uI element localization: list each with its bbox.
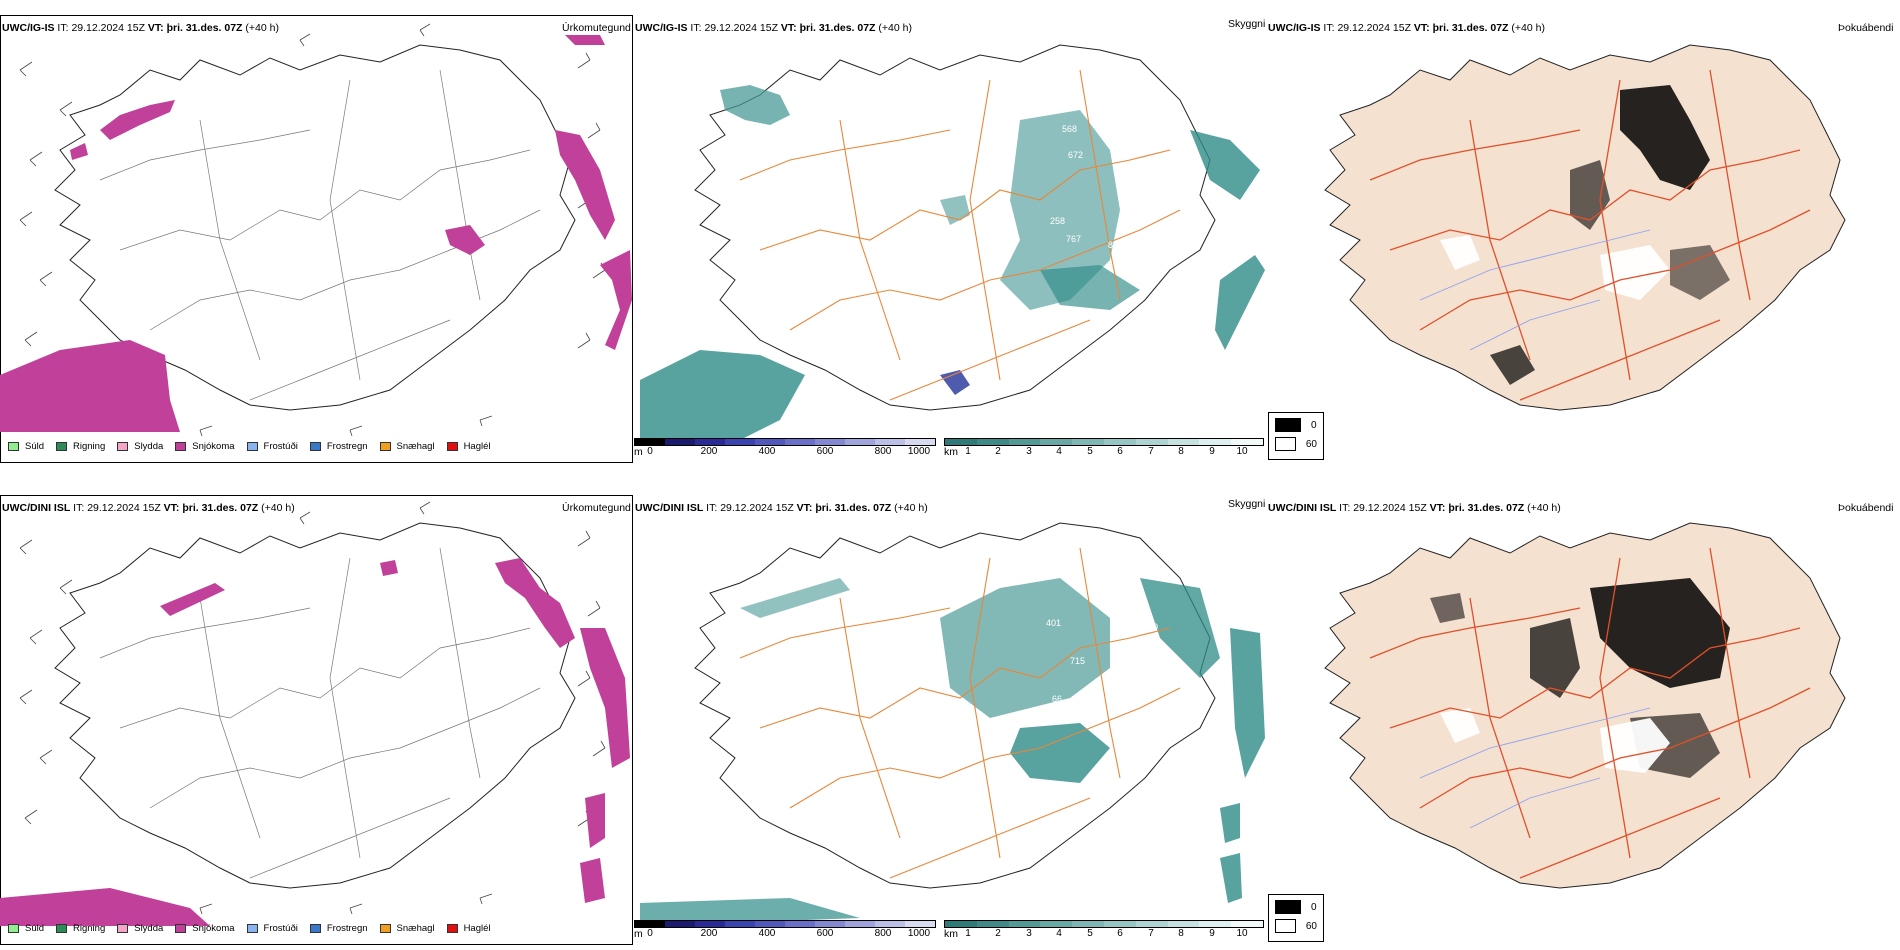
panel-header-fog-2: UWC/DINI ISL IT: 29.12.2024 15Z VT: þri.… bbox=[1268, 502, 1561, 514]
vis-label: 568 bbox=[1062, 124, 1078, 134]
panel-header-vis-1: UWC/IG-IS IT: 29.12.2024 15Z VT: þri. 31… bbox=[635, 22, 912, 34]
precip-legend-1: Súld Rigning Slydda Snjókoma Frostúði Fr… bbox=[8, 441, 503, 452]
vis-label: 748 bbox=[938, 392, 954, 402]
panel-title-precip-2: Úrkomutegund bbox=[562, 502, 631, 514]
row-1: UWC/IG-IS IT: 29.12.2024 15Z VT: þri. 31… bbox=[0, 0, 1900, 470]
vis-area-2e bbox=[1230, 628, 1265, 778]
panel-title-fog-2: Þokuábendi bbox=[1838, 502, 1894, 514]
panel-header-precip-1: UWC/IG-IS IT: 29.12.2024 15Z VT: þri. 31… bbox=[2, 22, 279, 34]
vis-label: 767 bbox=[1066, 234, 1082, 244]
precip-map-frame-1 bbox=[0, 15, 633, 463]
snow-area-2b bbox=[380, 560, 398, 576]
legend-item: Snjókoma bbox=[175, 441, 235, 452]
fog-legend-1: 0 60 bbox=[1268, 412, 1324, 460]
legend-item: Súld bbox=[8, 441, 44, 452]
snow-area-1f bbox=[0, 340, 180, 432]
snow-area-2c bbox=[495, 558, 575, 648]
vis-label: 754 bbox=[1116, 264, 1132, 274]
snow-area-2a bbox=[160, 583, 225, 616]
legend-item: Snæhagl bbox=[379, 441, 435, 452]
panel-title-vis-2: Skyggni bbox=[1228, 498, 1266, 510]
vis-area-2b bbox=[940, 578, 1110, 718]
snow-area-1b bbox=[70, 143, 88, 160]
precip-map-2 bbox=[0, 501, 1846, 926]
legend-item: Slydda bbox=[117, 441, 163, 452]
panel-title-precip-1: Úrkomutegund bbox=[562, 22, 631, 34]
maps-row-2 bbox=[0, 501, 1846, 926]
fog-legend-2: 0 60 bbox=[1268, 894, 1324, 942]
row-2: UWC/DINI ISL IT: 29.12.2024 15Z VT: þri.… bbox=[0, 478, 1900, 950]
maps-row-1 bbox=[0, 23, 1846, 445]
vis-area-1d bbox=[640, 350, 805, 445]
vis-area-2g bbox=[1220, 853, 1242, 903]
vis-label: 447 bbox=[946, 724, 962, 734]
panel-header-fog-1: UWC/IG-IS IT: 29.12.2024 15Z VT: þri. 31… bbox=[1268, 22, 1545, 34]
vis-area-2a bbox=[740, 578, 850, 618]
precip-map-1 bbox=[0, 23, 1846, 445]
snow-area-2f bbox=[580, 858, 605, 903]
legend-item: Frostregn bbox=[309, 441, 368, 452]
snow-area-1e bbox=[600, 250, 632, 350]
precip-map-frame-2 bbox=[0, 495, 633, 945]
fog-area-2f bbox=[1440, 708, 1480, 743]
fog-area-1e bbox=[1600, 245, 1670, 300]
legend-item: Rigning bbox=[56, 923, 105, 934]
vis-area-1a bbox=[720, 85, 790, 125]
snow-area-1a bbox=[100, 100, 175, 140]
legend-item: Slydda bbox=[117, 923, 163, 934]
visibility-colorbar-1: 1 2 3 4 5 6 7 8 9 10 km bbox=[944, 438, 1264, 458]
vis-label: 401 bbox=[1046, 618, 1062, 628]
vis-area-2h bbox=[640, 898, 860, 926]
vis-label: 672 bbox=[1068, 150, 1084, 160]
fog-area-2b bbox=[1530, 618, 1580, 698]
vis-area-1e bbox=[1190, 130, 1260, 200]
legend-item: Haglél bbox=[446, 923, 491, 934]
fog-area-2a bbox=[1590, 578, 1730, 688]
vis-label: 70 bbox=[1148, 622, 1159, 632]
snow-area-1g bbox=[565, 35, 605, 45]
vis-label: 715 bbox=[1070, 656, 1086, 666]
panel-header-vis-2: UWC/DINI ISL IT: 29.12.2024 15Z VT: þri.… bbox=[635, 502, 928, 514]
vis-area-1h bbox=[940, 370, 970, 395]
snow-area-2d bbox=[580, 628, 630, 768]
legend-item: Rigning bbox=[56, 441, 105, 452]
legend-item: Súld bbox=[8, 923, 44, 934]
vis-label: 66 bbox=[1052, 694, 1063, 704]
vis-label: 30 bbox=[748, 124, 759, 134]
snow-area-1c bbox=[555, 130, 615, 240]
legend-item: Haglél bbox=[446, 441, 491, 452]
snow-area-2e bbox=[585, 793, 605, 848]
fog-area-1d bbox=[1490, 345, 1535, 385]
snow-area-2g bbox=[0, 888, 210, 926]
vis-area-1f bbox=[1215, 255, 1265, 350]
fog-area-2c bbox=[1430, 593, 1465, 623]
legend-item: Frostúði bbox=[246, 441, 298, 452]
vis-label: 874 bbox=[1108, 240, 1124, 250]
precip-legend-2: Súld Rigning Slydda Snjókoma Frostúði Fr… bbox=[8, 923, 503, 934]
visibility-colorbar-2: 1 2 3 4 5 6 7 8 9 10 km bbox=[944, 920, 1264, 940]
fog-area-1a bbox=[1620, 85, 1710, 190]
panel-title-fog-1: Þokuábendi bbox=[1838, 22, 1894, 34]
legend-item: Snæhagl bbox=[379, 923, 435, 934]
fog-area-1c bbox=[1670, 245, 1730, 300]
snow-area-1d bbox=[445, 225, 485, 255]
vis-area-2c bbox=[1010, 723, 1110, 783]
height-colorbar-2: 0 200 400 600 800 1000 m bbox=[634, 920, 936, 940]
vis-area-1b bbox=[1000, 110, 1120, 310]
panel-header-precip-2: UWC/DINI ISL IT: 29.12.2024 15Z VT: þri.… bbox=[2, 502, 295, 514]
fog-area-1f bbox=[1440, 235, 1480, 270]
vis-label: 258 bbox=[1050, 216, 1066, 226]
legend-item: Frostúði bbox=[246, 923, 298, 934]
legend-item: Snjókoma bbox=[175, 923, 235, 934]
vis-area-2f bbox=[1220, 803, 1240, 843]
height-colorbar-1: 0 200 400 600 800 1000 m bbox=[634, 438, 936, 458]
legend-item: Frostregn bbox=[309, 923, 368, 934]
vis-area-2d bbox=[1140, 578, 1220, 678]
panel-title-vis-1: Skyggni bbox=[1228, 18, 1266, 30]
